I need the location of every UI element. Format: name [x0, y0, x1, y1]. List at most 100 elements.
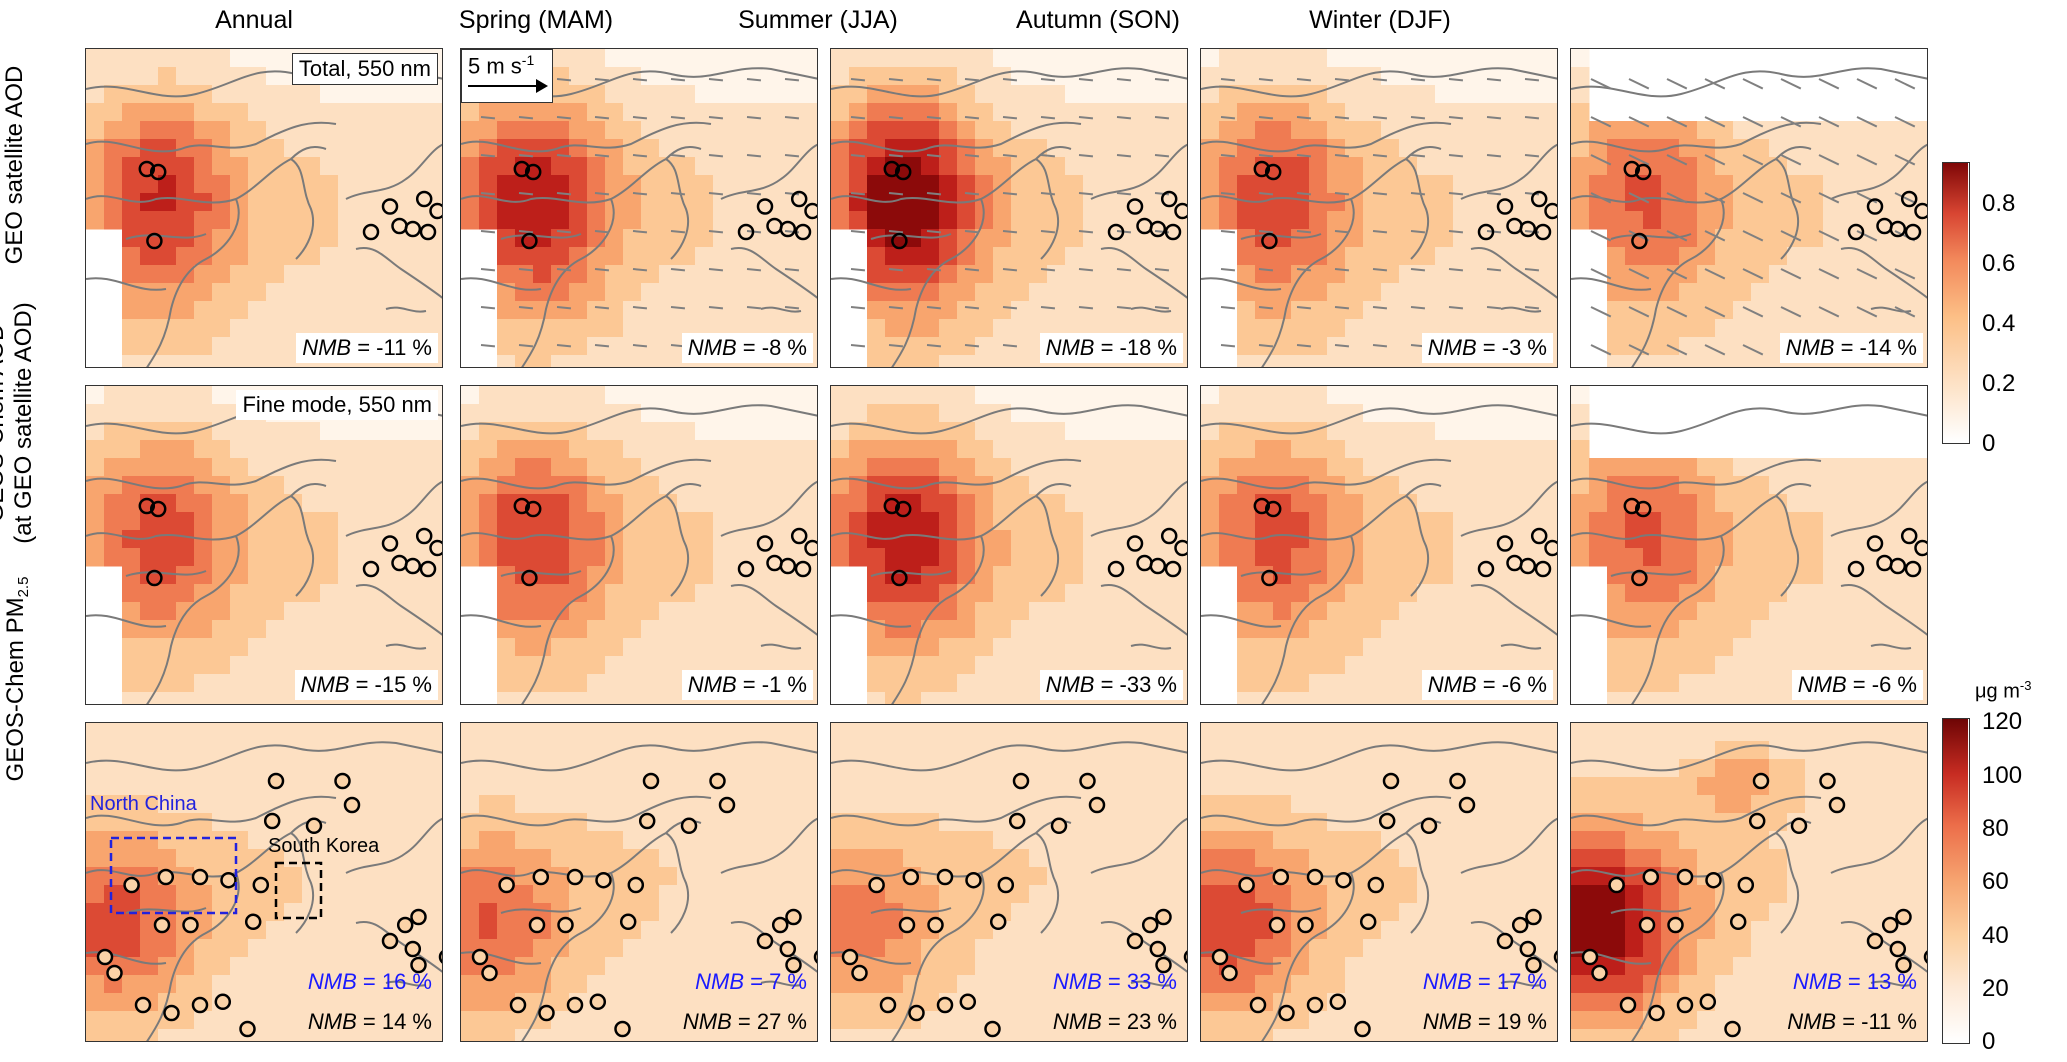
coastline [1201, 404, 1557, 435]
coastline [1840, 247, 1927, 299]
monitoring-site [1534, 560, 1552, 578]
aod-tick-0: 0 [1982, 430, 1996, 457]
wind-arrow [850, 192, 866, 196]
pm-tick-120: 120 [1982, 708, 2023, 735]
monitoring-site [1530, 190, 1548, 208]
nmb-label: NMB [302, 335, 352, 360]
coastline [1500, 980, 1542, 987]
wind-arrow [1666, 154, 1688, 166]
wind-arrow [926, 268, 942, 272]
monitoring-site [138, 497, 156, 515]
monitoring-site [589, 993, 607, 1011]
monitoring-site [263, 812, 281, 830]
monitoring-site [524, 500, 542, 518]
wind-arrow [1818, 154, 1840, 166]
monitoring-site [1126, 932, 1144, 950]
monitoring-site [1895, 908, 1912, 926]
pm-tick-60: 60 [1982, 868, 2009, 895]
coastline [1571, 741, 1927, 772]
wind-arrow [1372, 306, 1388, 310]
coastline [891, 872, 985, 1041]
wind-arrow [850, 116, 866, 120]
pm-units-exponent: -3 [2019, 678, 2032, 693]
nmb-label: NMB [1797, 672, 1847, 697]
wind-arrow [1780, 268, 1802, 280]
coastline [1571, 277, 1652, 291]
monitoring-site [894, 163, 912, 181]
coastline [870, 233, 952, 240]
wind-arrow [1742, 230, 1764, 242]
nmb-annotation: NMB = -18 % [1039, 333, 1183, 363]
wind-arrow [1524, 192, 1540, 196]
monitoring-site [1253, 160, 1271, 178]
monitoring-site [766, 217, 783, 235]
coastline [1201, 277, 1282, 291]
wind-arrow [594, 78, 610, 82]
coastline [1870, 980, 1912, 987]
monitoring-site [1876, 217, 1893, 235]
nmb-value: = -3 % [1476, 335, 1547, 360]
coastline [1240, 233, 1322, 240]
map-field [1571, 723, 1927, 1041]
coastline [1240, 907, 1322, 914]
nmb-annotation-black: NMB = -11 % [1781, 1007, 1923, 1037]
monitoring-site [1088, 796, 1106, 814]
wind-scale-exponent: -1 [521, 52, 535, 68]
wind-arrow [1486, 116, 1502, 120]
monitoring-site [894, 500, 912, 518]
nmb-value: = -15 % [349, 672, 432, 697]
monitoring-site [1648, 1004, 1665, 1022]
monitoring-site [1923, 950, 1927, 964]
monitoring-site [595, 871, 612, 889]
wind-arrow [1334, 344, 1350, 348]
monitoring-site [419, 560, 437, 578]
coastline [720, 817, 817, 874]
wind-arrow [1040, 116, 1056, 120]
monitoring-site [1008, 812, 1026, 830]
wind-arrow [1410, 230, 1426, 234]
coastline [355, 921, 442, 973]
monitoring-site [1881, 916, 1899, 934]
coastline [86, 795, 337, 827]
monitoring-site [305, 817, 323, 835]
monitoring-site [191, 996, 209, 1014]
coastline [1035, 495, 1060, 597]
monitoring-site [1149, 940, 1167, 958]
aod-tick-0.2: 0.2 [1982, 370, 2016, 397]
wind-arrow [632, 268, 648, 272]
wind-arrow [1372, 78, 1388, 82]
wind-arrow [1742, 116, 1764, 128]
wind-arrow [594, 230, 610, 234]
wind-arrow [1296, 306, 1312, 310]
monitoring-site [1378, 812, 1396, 830]
aod-tick-0.4: 0.4 [1982, 310, 2016, 337]
wind-arrow [850, 268, 866, 272]
wind-arrow [1002, 78, 1018, 82]
monitoring-site [1705, 871, 1722, 889]
row-label-geoschem-pm-text: GEOS-Chem PM [2, 597, 29, 782]
coastline [1571, 951, 1652, 965]
monitoring-site [883, 160, 901, 178]
coastline [86, 741, 442, 772]
monitoring-site [1012, 772, 1030, 790]
coastline [720, 143, 817, 200]
map-field [1571, 386, 1927, 704]
monitoring-site [498, 876, 515, 894]
wind-arrow [1002, 344, 1018, 348]
monitoring-site [391, 217, 408, 235]
monitoring-site [538, 1004, 555, 1022]
coastline [665, 495, 690, 597]
nmb-annotation: NMB = -14 % [1779, 333, 1923, 363]
coastline [1460, 480, 1557, 537]
wind-arrow [1742, 78, 1764, 90]
wind-arrow [556, 306, 572, 310]
pm-tick-40: 40 [1982, 922, 2009, 949]
wind-arrow [1154, 78, 1170, 82]
wind-arrow [1486, 154, 1502, 158]
monitoring-site [1914, 539, 1927, 557]
wind-arrow [926, 116, 942, 120]
wind-arrow [556, 116, 572, 120]
wind-arrow [1258, 154, 1274, 158]
monitoring-site [557, 916, 574, 934]
wind-arrow [926, 230, 942, 234]
